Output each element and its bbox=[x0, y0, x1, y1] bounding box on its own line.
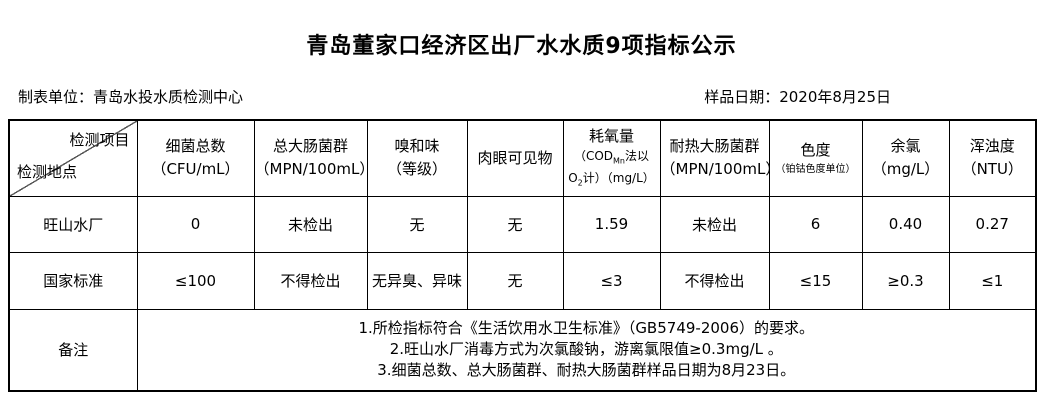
column-header-bacteria-total: 细菌总数 （CFU/mL） bbox=[136, 119, 255, 197]
header-line: 嗅和味 bbox=[394, 137, 440, 156]
table-cell: 不得检出 bbox=[659, 251, 770, 310]
header-line: （NTU） bbox=[961, 160, 1023, 179]
page-title: 青岛董家口经济区出厂水水质9项指标公示 bbox=[306, 34, 737, 59]
table-row-remarks: 备注 1.所检指标符合《生活饮用水卫生标准》（GB5749-2006）的要求。 … bbox=[8, 308, 1037, 392]
column-header-total-coliform: 总大肠菌群 （MPN/100mL） bbox=[253, 119, 368, 197]
header-line: 余氯 bbox=[890, 137, 921, 156]
column-header-odor-taste: 嗅和味 （等级） bbox=[366, 119, 468, 197]
table-cell: 0 bbox=[136, 195, 255, 253]
header-line: （MPN/100mL） bbox=[660, 160, 769, 179]
column-header-chroma: 色度 （铂钴色度单位） bbox=[768, 119, 863, 197]
table-cell: 无 bbox=[466, 195, 564, 253]
header-line: 浑浊度 bbox=[969, 137, 1015, 156]
remarks-label: 备注 bbox=[8, 308, 138, 392]
column-header-turbidity: 浑浊度 （NTU） bbox=[948, 119, 1037, 197]
table-row-wangshan: 旺山水厂 0 未检出 无 无 1.59 未检出 6 0.40 0.27 bbox=[8, 195, 1037, 253]
header-line: 耐热大肠菌群 bbox=[669, 137, 760, 156]
header-line: （CODMn法以 bbox=[573, 149, 650, 166]
remarks-content: 1.所检指标符合《生活饮用水卫生标准》（GB5749-2006）的要求。 2.旺… bbox=[136, 308, 1037, 392]
row-label-national-standard: 国家标准 bbox=[8, 251, 138, 310]
header-row: 检测项目 检测地点 细菌总数 （CFU/mL） 总大肠菌群 （MPN/100mL… bbox=[8, 119, 1037, 197]
remarks-line-2: 2.旺山水厂消毒方式为次氯酸钠，游离氯限值≥0.3mg/L 。 bbox=[389, 340, 783, 359]
table-cell: 0.40 bbox=[861, 195, 950, 253]
sample-date-label: 样品日期：2020年8月25日 bbox=[704, 88, 891, 106]
table-cell: ≤3 bbox=[562, 251, 661, 310]
table-row-national-standard: 国家标准 ≤100 不得检出 无异臭、异味 无 ≤3 不得检出 ≤15 ≥0.3… bbox=[8, 251, 1037, 310]
corner-label-location: 检测地点 bbox=[17, 162, 78, 181]
header-line: 总大肠菌群 bbox=[272, 137, 348, 156]
table-cell: 无 bbox=[366, 195, 468, 253]
row-label-wangshan: 旺山水厂 bbox=[8, 195, 138, 253]
water-quality-table: 检测项目 检测地点 细菌总数 （CFU/mL） 总大肠菌群 （MPN/100mL… bbox=[8, 119, 1037, 392]
header-line: （等级） bbox=[386, 160, 447, 179]
oxygen-subscript: 2 bbox=[577, 178, 583, 188]
header-line: （mg/L） bbox=[871, 160, 940, 179]
producer-label: 制表单位：青岛水投水质检测中心 bbox=[18, 88, 244, 106]
table-cell: 6 bbox=[768, 195, 863, 253]
header-line: （CFU/mL） bbox=[151, 160, 240, 179]
cod-subscript: Mn bbox=[613, 156, 626, 166]
column-header-thermotolerant-coliform: 耐热大肠菌群 （MPN/100mL） bbox=[659, 119, 770, 197]
column-header-residual-chlorine: 余氯 （mg/L） bbox=[861, 119, 950, 197]
corner-header-cell: 检测项目 检测地点 bbox=[8, 119, 138, 197]
column-header-cod: 耗氧量 （CODMn法以 O2计）（mg/L） bbox=[562, 119, 661, 197]
table-cell: 1.59 bbox=[562, 195, 661, 253]
table-cell: ≥0.3 bbox=[861, 251, 950, 310]
header-line: O2计）（mg/L） bbox=[568, 170, 655, 188]
header-line: （铂钴色度单位） bbox=[775, 164, 856, 176]
remarks-line-3: 3.细菌总数、总大肠菌群、耐热大肠菌群样品日期为8月23日。 bbox=[377, 361, 796, 380]
table-cell: ≤1 bbox=[948, 251, 1037, 310]
header-line: （MPN/100mL） bbox=[254, 160, 367, 179]
header-line: 细菌总数 bbox=[165, 137, 226, 156]
header-line: 色度 bbox=[800, 141, 831, 160]
column-header-visible-matter: 肉眼可见物 bbox=[466, 119, 564, 197]
table-cell: 不得检出 bbox=[253, 251, 368, 310]
table-cell: 无 bbox=[466, 251, 564, 310]
table-cell: ≤15 bbox=[768, 251, 863, 310]
table-cell: ≤100 bbox=[136, 251, 255, 310]
corner-label-items: 检测项目 bbox=[69, 131, 130, 149]
meta-row: 制表单位：青岛水投水质检测中心 样品日期：2020年8月25日 bbox=[0, 86, 1043, 107]
table-cell: 0.27 bbox=[948, 195, 1037, 253]
remarks-line-1: 1.所检指标符合《生活饮用水卫生标准》（GB5749-2006）的要求。 bbox=[358, 319, 815, 338]
header-line: 肉眼可见物 bbox=[477, 148, 553, 167]
table-cell: 无异臭、异味 bbox=[366, 251, 468, 310]
header-line: 耗氧量 bbox=[588, 127, 634, 146]
table-cell: 未检出 bbox=[659, 195, 770, 253]
table-cell: 未检出 bbox=[253, 195, 368, 253]
